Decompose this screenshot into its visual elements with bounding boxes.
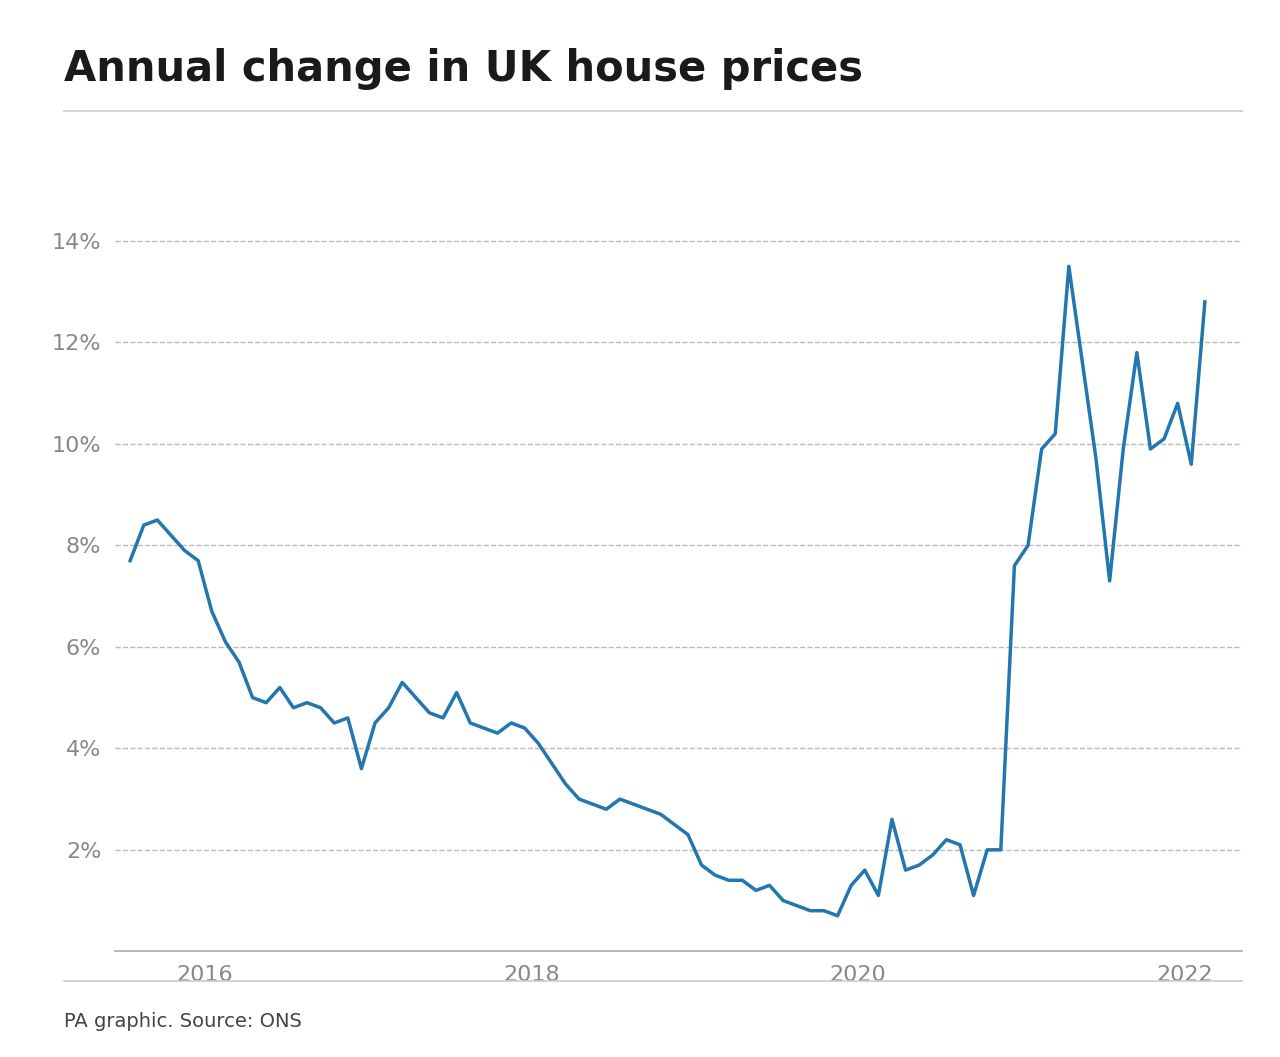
Text: Annual change in UK house prices: Annual change in UK house prices [64, 48, 863, 90]
Text: PA graphic. Source: ONS: PA graphic. Source: ONS [64, 1012, 302, 1031]
